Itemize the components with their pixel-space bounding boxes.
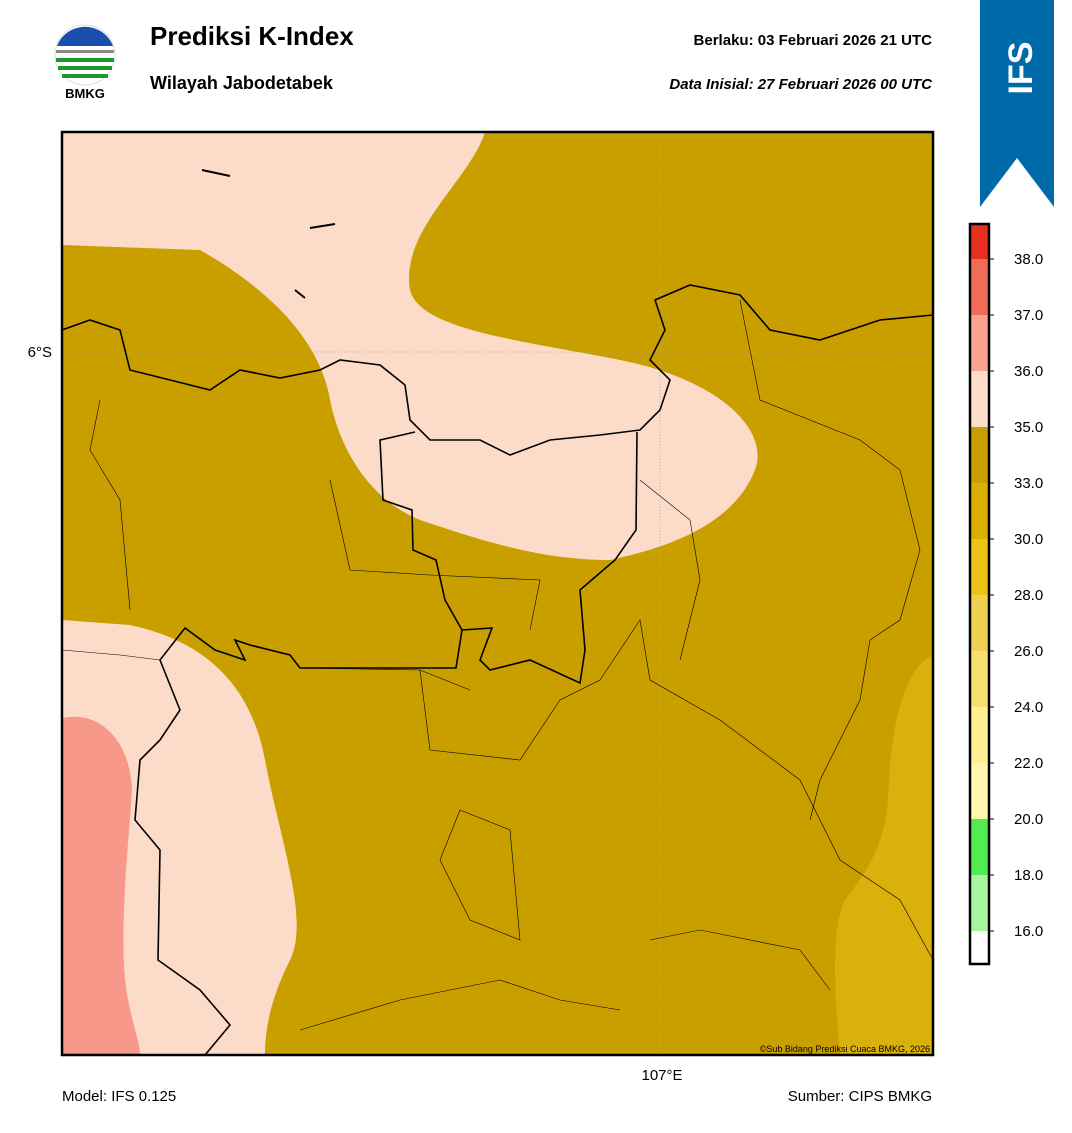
lat-label: 6°S: [28, 344, 52, 361]
badge-text: IFS: [1002, 42, 1040, 95]
colorbar-label: 18.0: [1014, 867, 1043, 884]
colorbar-label: 20.0: [1014, 811, 1043, 828]
colorbar-label: 30.0: [1014, 531, 1043, 548]
colorbar-label: 36.0: [1014, 363, 1043, 380]
colorbar-label: 37.0: [1014, 307, 1043, 324]
logo-text: BMKG: [65, 86, 105, 101]
logo: BMKG: [54, 24, 116, 101]
lon-label: 107°E: [641, 1067, 682, 1084]
credit: ©Sub Bidang Prediksi Cuaca BMKG, 2026: [760, 1044, 930, 1054]
colorbar-label: 38.0: [1014, 251, 1043, 268]
colorbar-label: 24.0: [1014, 699, 1043, 716]
model-badge: [980, 0, 1054, 207]
colorbar-label: 35.0: [1014, 419, 1043, 436]
colorbar-segment: [970, 539, 989, 595]
colorbar-label: 26.0: [1014, 643, 1043, 660]
colorbar-segment: [970, 651, 989, 707]
colorbar-segment: [970, 315, 989, 371]
colorbar-segment: [970, 259, 989, 315]
colorbar-segment: [970, 483, 989, 539]
colorbar-label: 33.0: [1014, 475, 1043, 492]
colorbar-segment: [970, 224, 989, 259]
map: 6°S 107°E ©Sub Bidang Prediksi Cuaca BMK…: [28, 130, 935, 1084]
footer-source: Sumber: CIPS BMKG: [788, 1088, 932, 1105]
colorbar-label: 16.0: [1014, 923, 1043, 940]
init-time: Data Inisial: 27 Februari 2026 00 UTC: [669, 76, 933, 93]
valid-time: Berlaku: 03 Februari 2026 21 UTC: [694, 32, 933, 49]
colorbar-segment: [970, 931, 989, 964]
colorbar-segment: [970, 371, 989, 427]
colorbar-segment: [970, 763, 989, 819]
colorbar-label: 22.0: [1014, 755, 1043, 772]
colorbar-segment: [970, 707, 989, 763]
subtitle: Wilayah Jabodetabek: [150, 73, 334, 93]
footer-model: Model: IFS 0.125: [62, 1088, 176, 1105]
title: Prediksi K-Index: [150, 21, 354, 51]
colorbar-segment: [970, 819, 989, 875]
colorbar-frame: [968, 222, 991, 966]
colorbar-segment: [970, 427, 989, 483]
colorbar-label: 28.0: [1014, 587, 1043, 604]
colorbar: 16.0 18.0 20.0 22.0 24.0 26.0 28.0 30.0 33.0 35.0…: [968, 222, 1043, 966]
colorbar-segment: [970, 875, 989, 931]
colorbar-segment: [970, 595, 989, 651]
